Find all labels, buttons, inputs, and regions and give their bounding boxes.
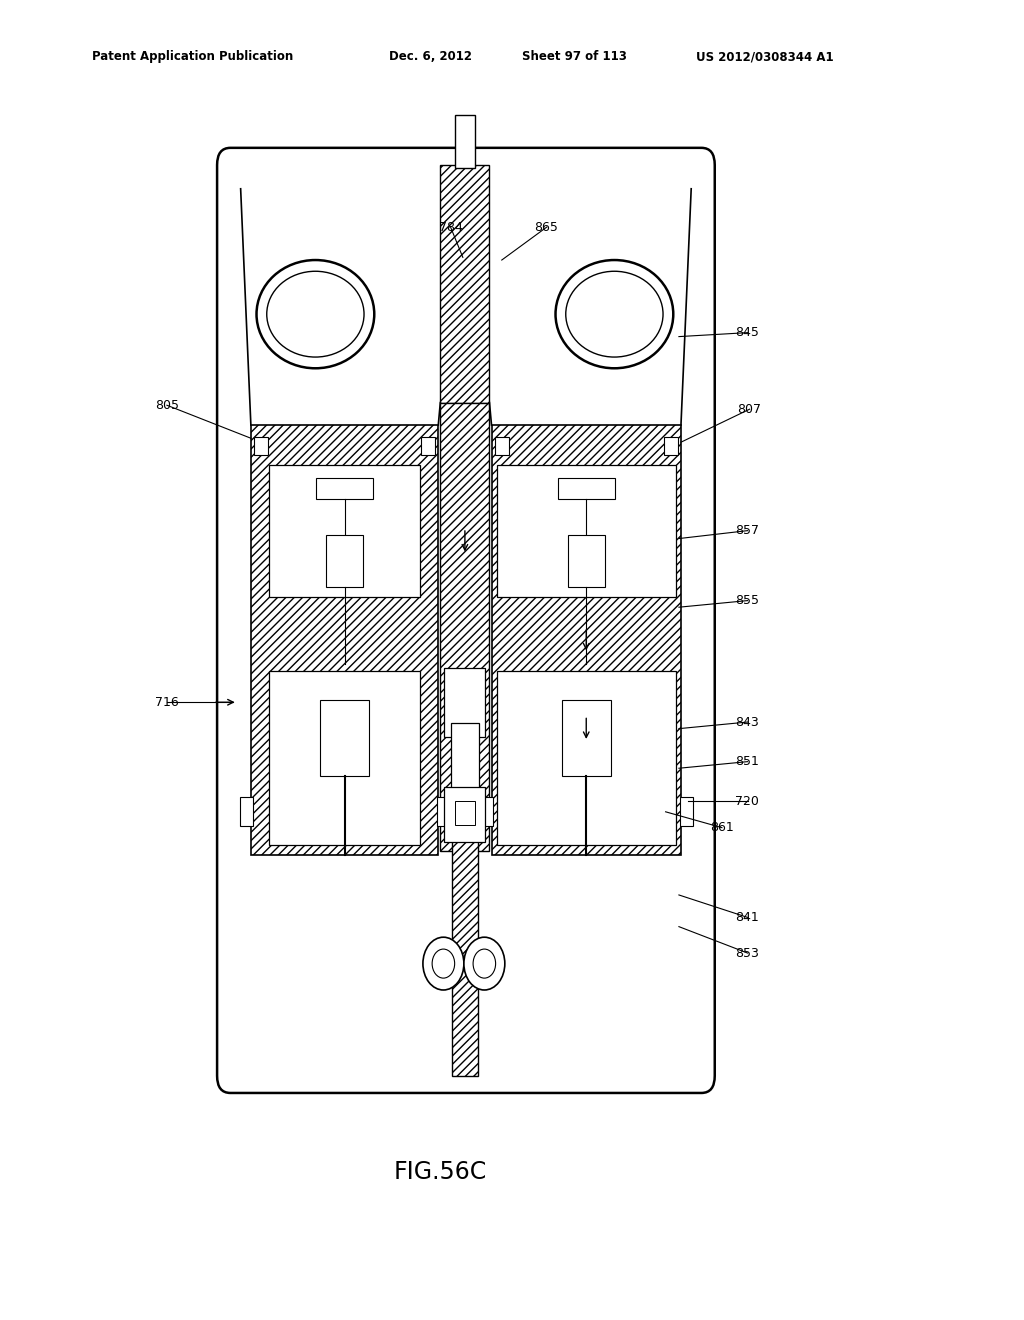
Bar [561,700,610,776]
Text: Sheet 97 of 113: Sheet 97 of 113 [522,50,627,63]
Text: 845: 845 [735,326,759,339]
Text: 784: 784 [438,220,463,234]
Text: 865: 865 [535,220,558,234]
Bar [444,668,485,737]
Bar [319,700,369,776]
Text: 851: 851 [735,755,759,768]
Circle shape [423,937,464,990]
Text: 841: 841 [735,911,759,924]
Text: FIG.56C: FIG.56C [393,1160,487,1184]
Bar [254,437,268,455]
Bar [497,671,676,845]
Bar [455,801,475,825]
Bar [680,797,693,826]
Text: 857: 857 [735,524,759,537]
Text: Patent Application Publication: Patent Application Publication [92,50,294,63]
Text: 807: 807 [737,403,761,416]
FancyBboxPatch shape [217,148,715,1093]
Text: US 2012/0308344 A1: US 2012/0308344 A1 [696,50,834,63]
Bar [240,797,253,826]
Bar [251,425,438,855]
Bar [452,832,478,1076]
Bar [269,465,420,597]
Circle shape [464,937,505,990]
Bar [440,165,489,403]
Bar [497,465,676,597]
Text: 716: 716 [156,696,179,709]
Circle shape [432,949,455,978]
Bar [455,115,475,168]
Ellipse shape [555,260,674,368]
Bar [495,437,509,455]
Text: 843: 843 [735,715,759,729]
Text: 855: 855 [735,594,759,607]
Bar [315,478,373,499]
Bar [567,535,604,587]
Text: 861: 861 [710,821,733,834]
Text: 805: 805 [156,399,179,412]
Bar [421,437,435,455]
Bar [437,797,451,826]
Bar [664,437,678,455]
Bar [326,535,362,587]
Bar [492,425,681,855]
Ellipse shape [565,272,664,356]
Bar [444,787,485,842]
Bar [451,723,479,789]
Ellipse shape [256,260,375,368]
Bar [479,797,493,826]
Text: 853: 853 [735,946,759,960]
Circle shape [473,949,496,978]
Bar [440,403,489,851]
Ellipse shape [266,272,365,356]
Text: Dec. 6, 2012: Dec. 6, 2012 [389,50,472,63]
Bar [269,671,420,845]
Bar [557,478,614,499]
Text: 720: 720 [735,795,759,808]
